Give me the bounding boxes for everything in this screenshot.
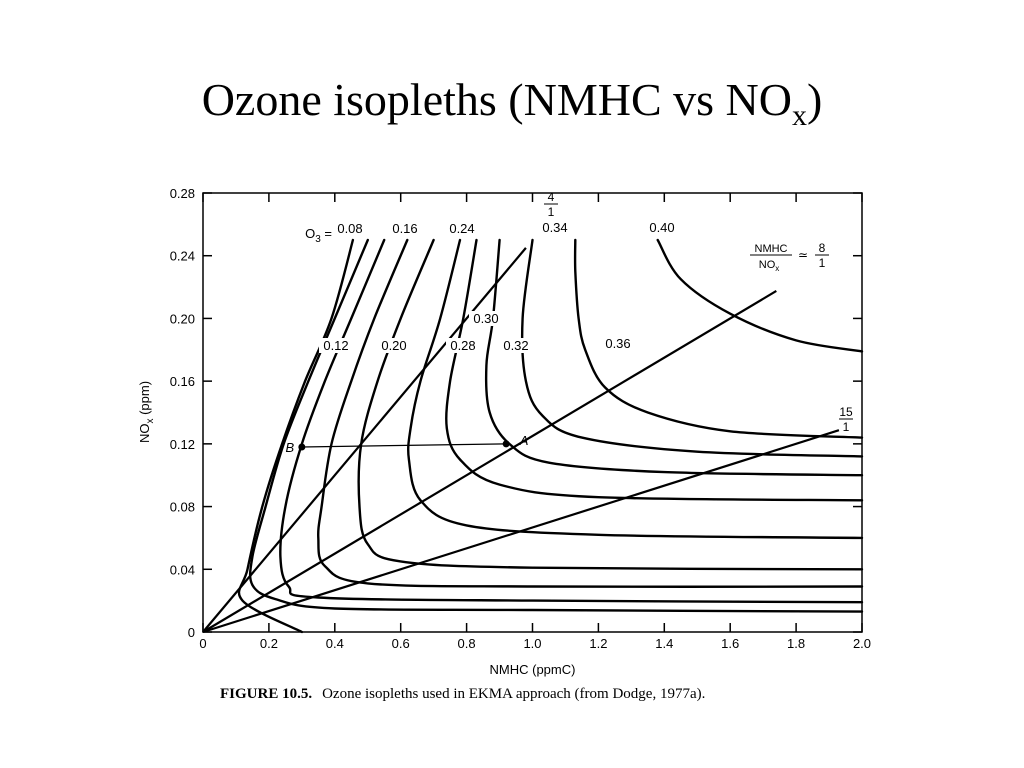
isopleth-label-bg [445,221,479,236]
isopleth-label-0.28: 0.28 [450,338,475,353]
ratio-line-4-1 [202,247,527,633]
o3-prefix-equals: = [321,226,332,241]
slide-title-close: ) [806,74,823,125]
figure-caption-text: Ozone isopleths used in EKMA approach (f… [322,686,706,702]
x-axis-label: NMHC (ppmC) [490,662,576,677]
isopleth-label-bg [388,221,422,236]
isopleth-label-0.36: 0.36 [605,336,630,351]
isopleth-label-bg [601,336,635,351]
y-tick-label: 0.16 [170,374,195,389]
y-tick-label: 0.20 [170,311,195,326]
y-axis-label: NOx (ppm) [137,381,156,443]
y-tick-label: 0.12 [170,437,195,452]
ratio-label-8-1-denominator: 1 [819,256,826,270]
x-tick-label: 1.0 [523,636,541,651]
ratio-approx-symbol: ≃ [798,248,808,262]
ratio-prefix-numerator: NMHC [755,243,788,255]
ratio-label-4-1-numerator: 4 [548,190,555,204]
y-tick-label: 0.04 [170,562,195,577]
y-tick-label: 0 [188,625,195,640]
isopleth-0.30 [445,238,864,502]
o3-prefix-main: O [305,226,315,241]
isopleth-0.40 [656,238,864,353]
isopleth-label-bg [499,338,533,353]
x-tick-label: 0.6 [392,636,410,651]
ratio-label-15-1-numerator: 15 [839,405,853,419]
y-tick-label: 0.28 [170,186,195,201]
isopleth-0.24 [357,238,864,571]
point-label-A: A [519,433,529,448]
x-tick-label: 1.2 [589,636,607,651]
isopleth-0.16 [279,238,864,604]
x-tick-label: 1.8 [787,636,805,651]
isopleth-label-0.30: 0.30 [473,311,498,326]
o3-prefix: O3 = [305,226,332,245]
slide-title-main: Ozone isopleths (NMHC vs NO [201,74,792,125]
x-tick-label: 1.6 [721,636,739,651]
isopleth-label-bg [377,338,411,353]
isopleth-label-0.34: 0.34 [542,220,567,235]
isopleth-0.20 [317,238,864,588]
isopleth-label-0.08: 0.08 [337,221,362,236]
isopleth-label-0.20: 0.20 [381,338,406,353]
reference-line-b-a [301,443,507,448]
point-B [298,443,306,451]
isopleth-label-bg [538,220,572,235]
ratio-line-8-1 [202,290,777,633]
point-A [502,440,510,448]
o3-prefix-subscript: 3 [315,234,321,245]
isopleth-label-0.12: 0.12 [323,338,348,353]
slide-title-subscript: x [791,99,807,132]
ratio-label-15-1-denominator: 1 [843,420,850,434]
y-axis-label-unit: (ppm) [137,381,152,419]
isopleth-label-0.40: 0.40 [649,220,674,235]
x-tick-label: 0 [199,636,206,651]
isopleth-label-0.24: 0.24 [449,221,474,236]
figure-caption: FIGURE 10.5. Ozone isopleths used in EKMA… [220,686,705,703]
ratio-label-4-1-denominator: 1 [548,205,555,219]
x-tick-label: 0.2 [260,636,278,651]
x-tick-label: 0.8 [458,636,476,651]
x-tick-label: 2.0 [853,636,871,651]
x-tick-label: 1.4 [655,636,673,651]
y-axis-label-main: NO [137,424,152,444]
isopleth-0.34 [520,238,864,458]
slide-title: Ozone isopleths (NMHC vs NOx) [0,72,1024,131]
isopleth-0.12 [248,238,864,613]
point-label-B: B [286,440,295,455]
y-tick-label: 0.24 [170,249,195,264]
figure-caption-label: FIGURE 10.5. [220,686,313,702]
isopleth-label-bg [469,311,503,326]
ratio-prefix-denominator-subscript: x [775,264,779,273]
y-axis-label-subscript: x [145,419,156,424]
ratio-prefix-denominator: NOx [759,259,780,273]
isopleth-0.28 [407,238,864,540]
isopleth-label-bg [446,338,480,353]
isopleth-label-bg [319,338,353,353]
isopleth-label-bg [333,221,367,236]
isopleth-label-0.16: 0.16 [392,221,417,236]
isopleth-0.08 [237,238,355,634]
x-tick-label: 0.4 [326,636,344,651]
ratio-label-8-1-numerator: 8 [819,241,826,255]
y-tick-label: 0.08 [170,500,195,515]
isopleth-0.36 [573,238,864,439]
ratio-prefix-denominator-main: NO [759,259,776,271]
isopleth-label-bg [645,220,679,235]
isopleth-label-0.32: 0.32 [503,338,528,353]
